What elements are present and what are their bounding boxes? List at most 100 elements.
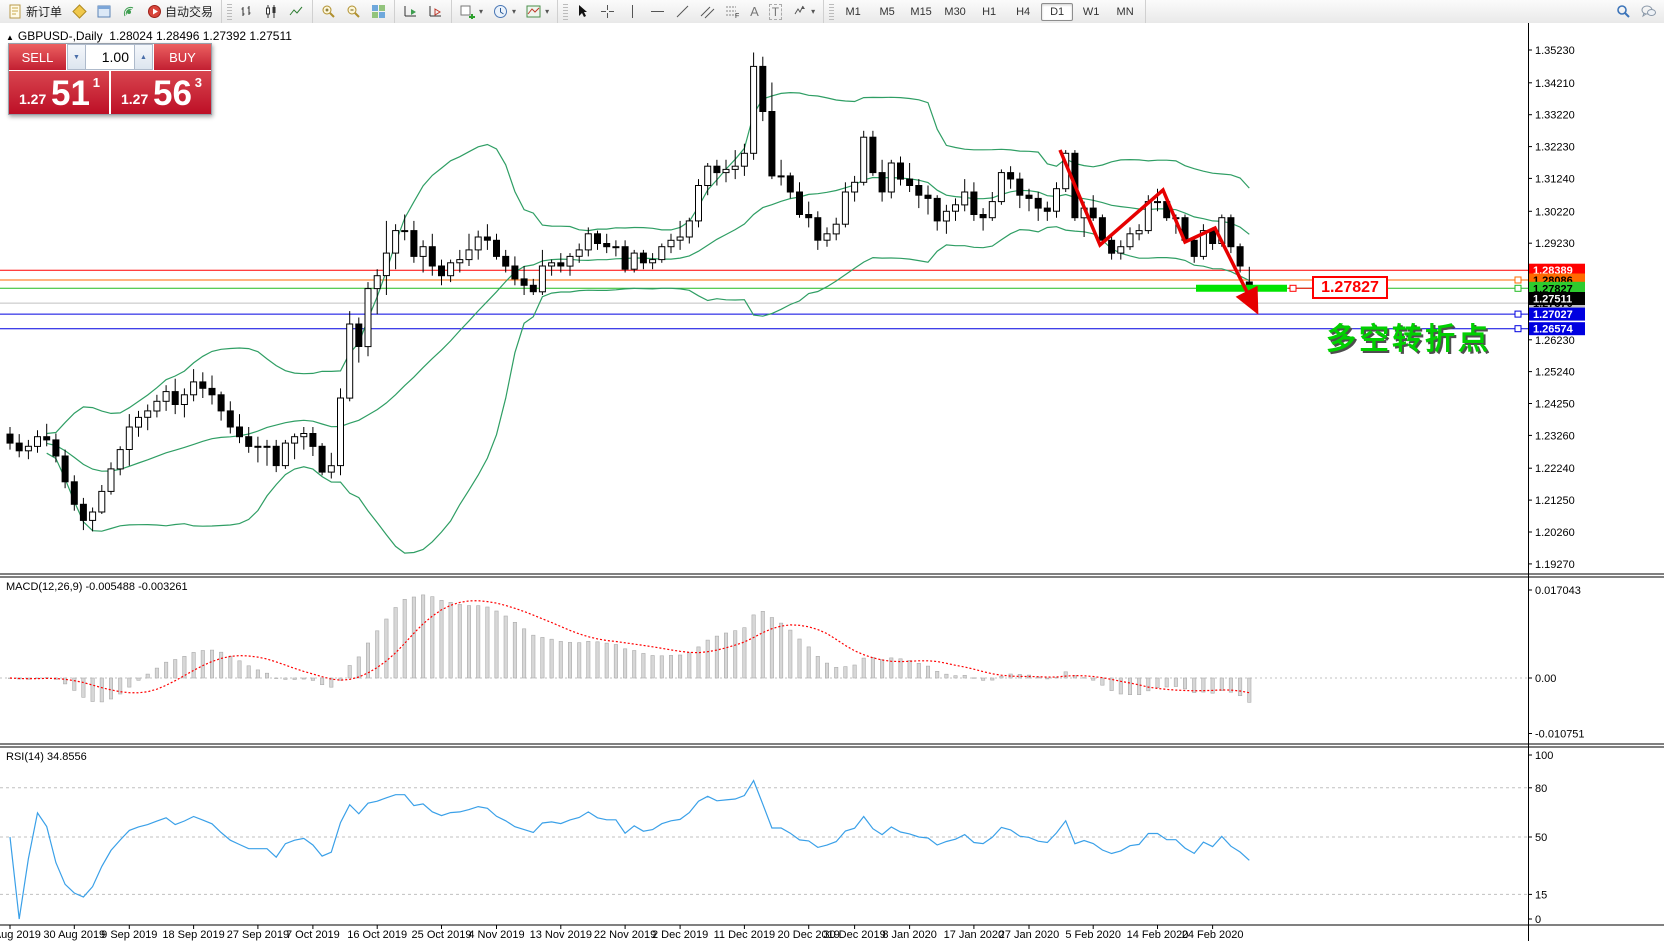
trend-arrow[interactable] — [1058, 149, 1259, 315]
trendline-button[interactable] — [670, 1, 695, 22]
text-tool-label: A — [750, 4, 759, 19]
svg-text:11 Dec 2019: 11 Dec 2019 — [714, 929, 776, 941]
sell-price-button[interactable]: 1.27 51 1 — [9, 71, 111, 114]
crosshair-button[interactable] — [595, 1, 620, 22]
chat-button[interactable] — [1636, 1, 1661, 22]
timeframe-m30-button[interactable]: M30 — [944, 5, 966, 18]
new-order-button[interactable]: 新订单 — [3, 1, 67, 22]
svg-text:16 Oct 2019: 16 Oct 2019 — [347, 929, 407, 941]
bar-chart-icon — [239, 4, 254, 19]
toolbar-grip[interactable] — [227, 3, 233, 20]
sell-button[interactable]: SELL — [9, 44, 66, 70]
search-button[interactable] — [1611, 1, 1636, 22]
periods-button[interactable]: ▾ — [488, 1, 521, 22]
sell-price-point: 1 — [92, 75, 100, 90]
buy-price-button[interactable]: 1.27 56 3 — [111, 71, 211, 114]
vertical-line-icon — [625, 4, 640, 19]
svg-text:25 Oct 2019: 25 Oct 2019 — [412, 929, 472, 941]
zoom-in-button[interactable] — [316, 1, 341, 22]
svg-text:20 Dec 2019: 20 Dec 2019 — [778, 929, 840, 941]
tile-windows-button[interactable] — [366, 1, 391, 22]
timeframe-m15-button[interactable]: M15 — [910, 5, 932, 18]
svg-text:1.30220: 1.30220 — [1535, 206, 1575, 218]
auto-scroll-icon — [403, 4, 418, 19]
signals-button[interactable] — [117, 1, 142, 22]
volume-increase-button[interactable]: ▲ — [134, 44, 153, 70]
data-window-button[interactable] — [92, 1, 117, 22]
price-axis[interactable]: 1.35230 1.34210 1.33220 1.32230 1.31240 1.302… — [1528, 45, 1575, 571]
macd-signal-line — [9, 600, 1250, 694]
fibonacci-icon: F — [725, 4, 740, 20]
svg-text:4 Nov 2019: 4 Nov 2019 — [468, 929, 524, 941]
svg-text:30 Aug 2019: 30 Aug 2019 — [43, 929, 105, 941]
zoom-out-button[interactable] — [341, 1, 366, 22]
chart-symbol-label: GBPUSD-,Daily — [17, 29, 103, 43]
signals-icon — [122, 4, 137, 19]
candlestick-chart-button[interactable] — [259, 1, 284, 22]
market-watch-button[interactable] — [67, 1, 92, 22]
rsi-axis[interactable]: 100 80 50 15 0 — [1528, 750, 1553, 926]
buy-price-major: 1.27 — [121, 91, 149, 107]
indicators-icon — [460, 4, 476, 20]
vertical-line-button[interactable] — [620, 1, 645, 22]
svg-text:0: 0 — [1535, 914, 1541, 926]
svg-text:-0.010751: -0.010751 — [1535, 729, 1585, 741]
horizontal-line-button[interactable] — [645, 1, 670, 22]
svg-text:24 Feb 2020: 24 Feb 2020 — [1182, 929, 1244, 941]
arrows-tool-button[interactable]: ▾ — [787, 1, 820, 22]
volume-decrease-button[interactable]: ▼ — [67, 44, 86, 70]
bar-chart-button[interactable] — [234, 1, 259, 22]
svg-text:80: 80 — [1535, 783, 1547, 795]
timeframe-m1-button[interactable]: M1 — [845, 5, 861, 18]
macd-axis[interactable]: 0.017043 0.00 -0.010751 — [1528, 585, 1585, 741]
svg-text:18 Sep 2019: 18 Sep 2019 — [162, 929, 224, 941]
line-chart-button[interactable] — [284, 1, 309, 22]
chart-shift-icon — [428, 4, 443, 19]
label-tool-button[interactable]: T — [764, 1, 787, 22]
buy-price-pips: 56 — [153, 74, 192, 113]
text-tool-button[interactable]: A — [745, 1, 764, 22]
svg-text:1.25240: 1.25240 — [1535, 367, 1575, 379]
volume-input[interactable]: 1.00 — [86, 44, 134, 70]
svg-text:1.23260: 1.23260 — [1535, 430, 1575, 442]
timeframe-group: M1 M5 M15 M30 H1 H4 D1 W1 MN — [824, 0, 1147, 23]
svg-text:1.24250: 1.24250 — [1535, 399, 1575, 411]
callout-connector — [1288, 284, 1312, 292]
chat-icon — [1641, 4, 1656, 19]
collapse-chart-icon[interactable]: ▲ — [6, 33, 14, 42]
svg-text:1.26574: 1.26574 — [1533, 324, 1574, 336]
timeframe-m5-button[interactable]: M5 — [879, 5, 895, 18]
new-order-icon — [8, 4, 23, 19]
svg-text:1.27027: 1.27027 — [1533, 309, 1573, 321]
price-callout-label[interactable]: 1.27827 — [1312, 276, 1388, 299]
crosshair-icon — [600, 4, 615, 19]
svg-text:1.19270: 1.19270 — [1535, 559, 1575, 571]
svg-text:1.27511: 1.27511 — [1533, 294, 1572, 306]
cursor-button[interactable] — [570, 1, 595, 22]
auto-scroll-button[interactable] — [398, 1, 423, 22]
autotrade-button[interactable]: 自动交易 — [142, 1, 218, 22]
timeframe-h1-button[interactable]: H1 — [982, 5, 997, 18]
timeframe-mn-button[interactable]: MN — [1116, 5, 1134, 18]
volume-control: ▼ 1.00 ▲ — [66, 44, 154, 70]
svg-text:21 Aug 2019: 21 Aug 2019 — [0, 929, 41, 941]
buy-price-point: 3 — [194, 75, 202, 90]
channel-button[interactable] — [695, 1, 720, 22]
indicators-button[interactable]: ▾ — [455, 1, 488, 22]
chinese-note-label[interactable]: 多空转折点 — [1326, 323, 1491, 356]
svg-text:1.33220: 1.33220 — [1535, 110, 1575, 122]
fibonacci-button[interactable]: F — [720, 1, 745, 22]
timeframe-d1-button[interactable]: D1 — [1041, 2, 1074, 21]
macd-histogram — [0, 594, 1528, 703]
sell-price-major: 1.27 — [19, 91, 47, 107]
timeframe-h4-button[interactable]: H4 — [1016, 5, 1031, 18]
toolbar-grip[interactable] — [829, 3, 835, 20]
chart-shift-button[interactable] — [423, 1, 448, 22]
toolbar-grip[interactable] — [563, 3, 569, 20]
timeframe-w1-button[interactable]: W1 — [1082, 5, 1100, 18]
buy-button[interactable]: BUY — [154, 44, 211, 70]
templates-button[interactable]: ▾ — [521, 1, 554, 22]
one-click-trade-panel: SELL ▼ 1.00 ▲ BUY 1.27 51 1 1.27 56 3 — [8, 43, 212, 115]
